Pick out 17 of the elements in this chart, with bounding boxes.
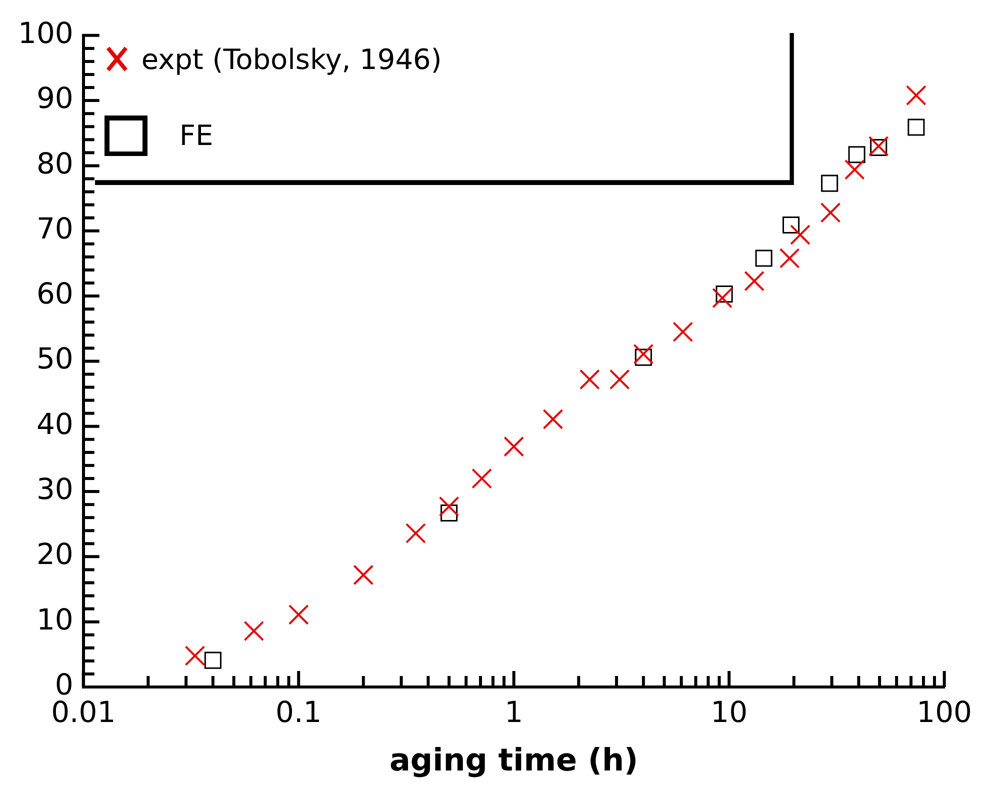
- x-tick-label: 1: [504, 694, 524, 729]
- x-tick-label: 100: [916, 694, 972, 729]
- y-tick-label: 90: [36, 81, 74, 116]
- x-axis-title: aging time (h): [389, 742, 638, 778]
- y-tick-label: 10: [36, 602, 74, 636]
- y-tick-label: 50: [36, 342, 74, 376]
- y-tick-label: 70: [36, 211, 74, 246]
- y-tick-label: 60: [36, 276, 74, 311]
- legend-label: FE: [179, 118, 214, 152]
- y-tick-label: 80: [36, 146, 74, 180]
- x-tick-label: 10: [710, 694, 748, 729]
- y-tick-label: 40: [36, 406, 74, 441]
- y-tick-label: 20: [36, 537, 74, 572]
- y-tick-label: 100: [18, 16, 74, 50]
- legend-label: expt (Tobolsky, 1946): [141, 42, 442, 76]
- x-tick-label: 0.1: [276, 694, 322, 729]
- y-tick-label: 30: [36, 472, 74, 506]
